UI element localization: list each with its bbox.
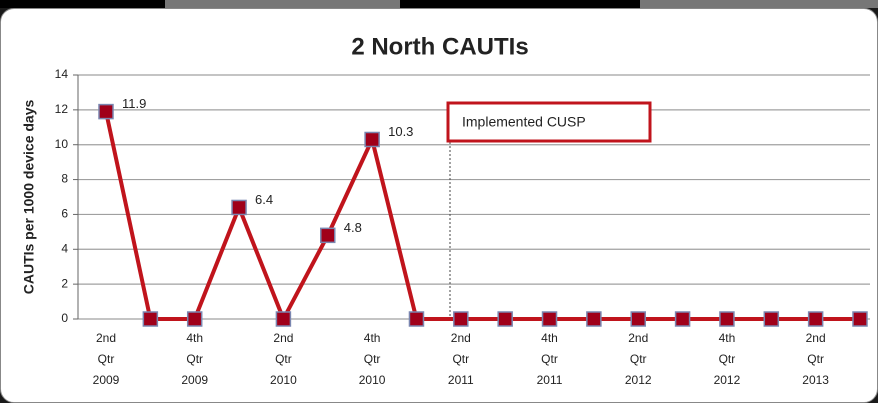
marker bbox=[320, 227, 336, 244]
marker bbox=[142, 311, 159, 327]
line bbox=[104, 111, 860, 324]
marker bbox=[630, 311, 646, 327]
chart-title: 2 North CAUTIs bbox=[351, 33, 528, 60]
annotation: Implemented CUSP bbox=[462, 114, 586, 130]
x-tick-label: 4th Qtr 2010 bbox=[358, 331, 386, 387]
x-tick-label: 4th Qtr 2012 bbox=[713, 331, 741, 387]
marker bbox=[497, 311, 513, 327]
x-tick-label: 2nd Qtr 2011 bbox=[447, 331, 474, 387]
marker bbox=[807, 311, 824, 327]
data-label: 6.4 bbox=[255, 192, 273, 207]
marker bbox=[586, 311, 602, 327]
data-label: 4.8 bbox=[344, 220, 362, 235]
tab bbox=[165, 0, 400, 8]
marker bbox=[408, 311, 425, 327]
marker bbox=[231, 199, 247, 216]
x-tick-label: 2nd Qtr 2010 bbox=[270, 331, 297, 387]
marker bbox=[186, 311, 203, 327]
y-tick-label: 6 bbox=[61, 207, 68, 221]
x-tick-label: 4th Qtr 2011 bbox=[536, 331, 563, 387]
y-tick-label: 14 bbox=[55, 67, 69, 81]
y-tick-label: 8 bbox=[61, 172, 68, 186]
y-tick-label: 0 bbox=[61, 311, 68, 325]
y-tick-label: 10 bbox=[55, 137, 69, 151]
y-tick-label: 4 bbox=[61, 241, 68, 255]
data-label: 10.3 bbox=[388, 124, 413, 139]
marker bbox=[453, 311, 469, 327]
marker bbox=[719, 311, 735, 327]
top-strip bbox=[0, 0, 878, 8]
marker bbox=[763, 311, 780, 327]
x-tick-label: 2nd Qtr 2013 bbox=[802, 331, 829, 387]
marker bbox=[98, 103, 114, 120]
x-tick-label: 2nd Qtr 2009 bbox=[92, 331, 120, 387]
panel bbox=[0, 8, 878, 403]
marker bbox=[275, 311, 292, 327]
annotation-box bbox=[446, 101, 652, 143]
y-axis-label: CAUTIs per 1000 device days bbox=[21, 100, 37, 295]
tab bbox=[640, 0, 878, 8]
y-tick-label: 2 bbox=[61, 276, 68, 290]
marker bbox=[541, 311, 558, 327]
x-tick-label: 4th Qtr 2009 bbox=[181, 331, 209, 387]
marker bbox=[852, 311, 868, 327]
y-tick-label: 12 bbox=[55, 102, 69, 116]
data-label: 11.9 bbox=[122, 96, 146, 111]
marker bbox=[364, 131, 380, 148]
marker bbox=[674, 311, 691, 327]
x-tick-label: 2nd Qtr 2012 bbox=[624, 331, 652, 387]
